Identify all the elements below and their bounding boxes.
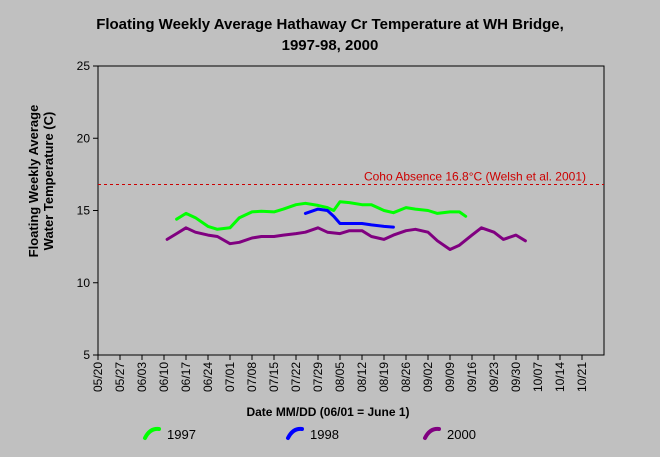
x-tick-label: 08/05 <box>333 362 347 392</box>
series-line-1998 <box>303 207 395 229</box>
x-tick-label: 05/27 <box>113 362 127 392</box>
chart-title-line-1: Floating Weekly Average Hathaway Cr Temp… <box>96 16 564 33</box>
x-tick-label: 10/21 <box>575 362 589 392</box>
plot-frame <box>97 65 605 356</box>
x-tick-label: 07/01 <box>223 362 237 392</box>
legend-swatch-1998 <box>286 426 304 440</box>
legend-label-1998: 1998 <box>310 427 339 442</box>
x-tick-label: 09/02 <box>421 362 435 392</box>
x-tick-label: 07/29 <box>311 362 325 392</box>
legend: 1997 1998 2000 <box>143 426 476 442</box>
y-tick-label: 20 <box>77 131 91 145</box>
y-tick-label: 25 <box>77 59 91 73</box>
y-tick-label: 15 <box>77 204 91 218</box>
x-tick-label: 10/14 <box>553 362 567 392</box>
x-tick-label: 08/19 <box>377 362 391 392</box>
x-tick-label: 06/24 <box>201 362 215 392</box>
x-tick-label: 09/23 <box>487 362 501 392</box>
x-tick-label: 08/12 <box>355 362 369 392</box>
series-line-2000 <box>165 226 527 251</box>
x-tick-label: 07/22 <box>289 362 303 392</box>
legend-swatch-1997 <box>143 426 161 440</box>
series-lines <box>165 200 527 251</box>
legend-label-1997: 1997 <box>167 427 196 442</box>
y-axis-label: Floating Weekly Average Water Temperatur… <box>26 105 56 258</box>
x-tick-label: 08/26 <box>399 362 413 392</box>
y-axis-ticks: 5 10 15 20 25 <box>77 59 98 362</box>
x-tick-label: 09/09 <box>443 362 457 392</box>
x-tick-label: 06/17 <box>179 362 193 392</box>
x-tick-label: 07/08 <box>245 362 259 392</box>
y-axis-label-line-2: Water Temperature (C) <box>41 112 56 251</box>
reference-line-group: Coho Absence 16.8°C (Welsh et al. 2001) <box>98 169 604 185</box>
y-tick-label: 10 <box>77 276 91 290</box>
x-axis-label: Date MM/DD (06/01 = June 1) <box>246 405 409 419</box>
x-tick-label: 06/03 <box>135 362 149 392</box>
x-axis-ticks: 05/20 05/27 06/03 06/10 06/17 06/24 07/01 07/08… <box>91 355 589 392</box>
y-axis-label-line-1: Floating Weekly Average <box>26 105 41 258</box>
chart-title-line-2: 1997-98, 2000 <box>282 37 379 54</box>
legend-label-2000: 2000 <box>447 427 476 442</box>
y-tick-label: 5 <box>83 348 90 362</box>
x-tick-label: 06/10 <box>157 362 171 392</box>
x-tick-label: 09/30 <box>509 362 523 392</box>
x-tick-label: 10/07 <box>531 362 545 392</box>
legend-swatch-2000 <box>423 426 441 440</box>
x-tick-label: 07/15 <box>267 362 281 392</box>
reference-line-label: Coho Absence 16.8°C (Welsh et al. 2001) <box>364 169 586 183</box>
x-tick-label: 05/20 <box>91 362 105 392</box>
series-line-1997 <box>175 200 468 231</box>
x-tick-label: 09/16 <box>465 362 479 392</box>
